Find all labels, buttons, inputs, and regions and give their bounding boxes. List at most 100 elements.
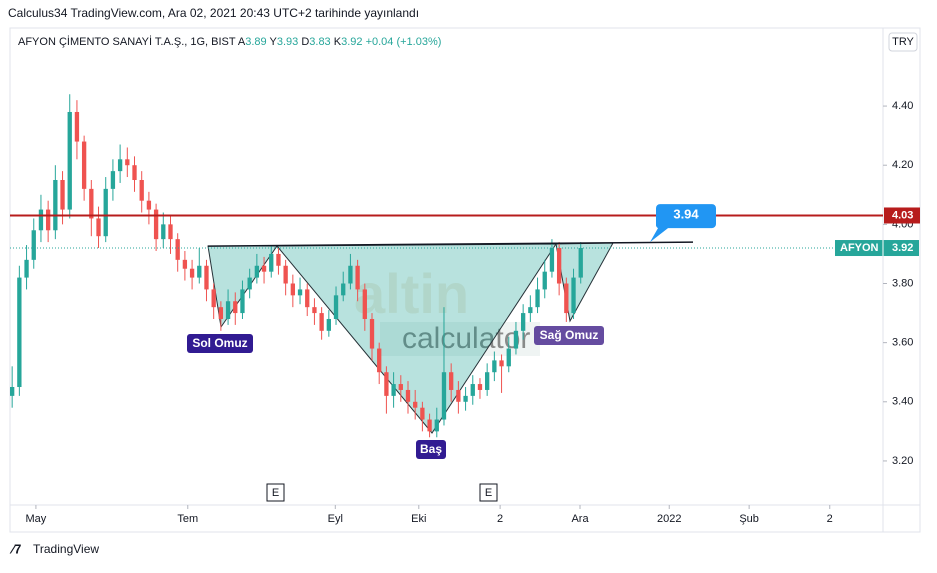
- candle-body: [290, 283, 296, 296]
- x-tick-label: 2022: [657, 513, 681, 525]
- currency[interactable]: TRY: [892, 36, 914, 48]
- candle-body: [305, 289, 310, 308]
- y-tick-label: 4.20: [892, 159, 913, 171]
- candle-body: [153, 209, 159, 240]
- y-tick-label: 3.20: [892, 455, 913, 467]
- ohlc-label: D: [301, 36, 309, 48]
- candle-body: [254, 265, 260, 278]
- chart-frame: [9, 27, 921, 533]
- candle-body: [117, 159, 123, 172]
- candle-body: [571, 277, 576, 314]
- ohlc-value: 3.89: [245, 36, 266, 48]
- last-label: AFYON: [840, 242, 879, 254]
- candle-body: [10, 387, 15, 396]
- candle-body: [427, 419, 432, 432]
- candle-body: [362, 289, 367, 319]
- candle-body: [103, 188, 108, 237]
- candle-body: [341, 283, 346, 296]
- candle-body: [269, 253, 274, 272]
- resistance-label-box: [884, 207, 920, 224]
- plot: [10, 94, 583, 438]
- candle-body: [204, 265, 209, 290]
- currency-button[interactable]: [888, 32, 918, 52]
- x-tick-label: Eyl: [328, 513, 343, 525]
- ohlc-label: K: [334, 36, 342, 48]
- candle-body: [326, 318, 331, 331]
- candle-body: [377, 348, 382, 373]
- candle-body: [319, 313, 324, 331]
- candle-body: [485, 372, 490, 390]
- candle-body: [449, 372, 454, 390]
- last-label-box: [835, 240, 919, 257]
- candle-body: [189, 268, 195, 278]
- ohlc-value: 3.93: [277, 36, 298, 48]
- candle-body: [513, 330, 519, 349]
- watermark: altin: [354, 262, 469, 325]
- candle-body: [528, 307, 533, 314]
- pattern-label: Sol Omuz: [192, 336, 247, 350]
- y-tick-label: 4.40: [892, 100, 913, 112]
- candle-body: [45, 209, 51, 231]
- label-box: [187, 334, 253, 353]
- candle-body: [369, 318, 375, 349]
- candle-body: [139, 180, 144, 201]
- candle-body: [564, 283, 569, 314]
- candle-body: [67, 111, 72, 210]
- y-tick-label: 3.60: [892, 337, 913, 349]
- candle-body: [74, 111, 80, 142]
- candle-body: [110, 171, 116, 189]
- candle-body: [175, 239, 180, 260]
- x-tick-label: Tem: [177, 513, 198, 525]
- candle-body: [261, 265, 267, 272]
- candle-body: [398, 384, 403, 390]
- candle-body: [240, 289, 245, 314]
- footer: TradingView: [33, 542, 99, 556]
- candle-body: [470, 384, 475, 396]
- candle-body: [535, 289, 540, 308]
- candle-body: [456, 389, 461, 402]
- candle-body: [297, 289, 303, 296]
- candle-body: [556, 248, 562, 284]
- watermark-box: [380, 322, 540, 356]
- resistance-label: 4.03: [892, 209, 913, 221]
- candle-body: [413, 401, 418, 408]
- label-box: [534, 326, 604, 345]
- candle-body: [31, 230, 36, 260]
- candle-body: [578, 248, 583, 278]
- ohlc-label: Y: [269, 36, 277, 48]
- candle-body: [233, 301, 238, 314]
- candle-body: [276, 253, 281, 266]
- label-box: [416, 440, 446, 459]
- candle-body: [38, 209, 44, 231]
- pattern-label: Baş: [420, 442, 442, 456]
- x-tick-label: May: [26, 513, 47, 525]
- header-bg: [12, 33, 492, 51]
- candle-body: [384, 372, 389, 396]
- candle-body: [89, 188, 94, 219]
- candle-body: [168, 224, 173, 240]
- x-tick-label: Şub: [739, 513, 759, 525]
- candle-body: [132, 165, 137, 181]
- ohlc-label: A: [238, 36, 246, 48]
- x-tick-label: Eki: [411, 513, 426, 525]
- candle-body: [506, 348, 511, 367]
- candle-body: [96, 218, 101, 237]
- candle-body: [24, 259, 29, 278]
- ohlc-value: 3.92: [341, 36, 362, 48]
- candle-body: [355, 265, 360, 290]
- y-tick-label: 3.40: [892, 396, 913, 408]
- ohlc-value: 3.83: [309, 36, 330, 48]
- candle-body: [420, 407, 425, 420]
- candle-body: [218, 307, 224, 319]
- candle-body: [549, 248, 555, 272]
- candle-body: [434, 419, 439, 432]
- earnings-marker: E E: [266, 483, 498, 502]
- callout-box: [650, 204, 716, 243]
- candle-body: [492, 360, 497, 373]
- candle-body: [125, 159, 130, 166]
- marker-text: E: [485, 487, 492, 499]
- published-line: Calculus34 TradingView.com, Ara 02, 2021…: [8, 6, 419, 20]
- candle-body: [499, 360, 504, 367]
- legend-header: AFYON ÇİMENTO SANAYİ T.A.Ş., 1G, BIST A3…: [12, 33, 492, 51]
